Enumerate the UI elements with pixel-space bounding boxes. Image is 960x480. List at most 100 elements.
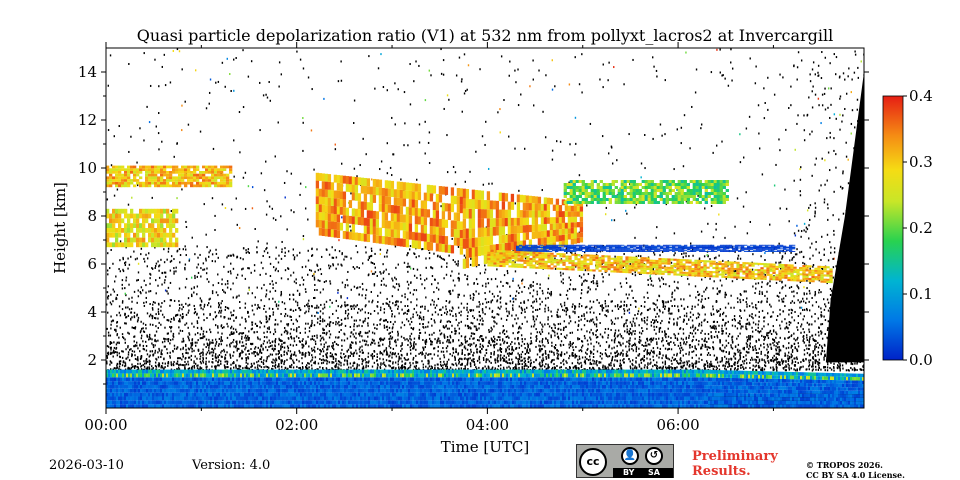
noise-pixel — [655, 315, 657, 318]
noise-pixel — [524, 316, 526, 319]
noise-pixel — [395, 266, 397, 269]
noise-pixel — [106, 345, 109, 348]
noise-pixel — [179, 357, 181, 360]
noise-pixel — [227, 307, 230, 310]
noise-pixel — [422, 347, 425, 350]
noise-pixel — [602, 276, 604, 279]
noise-pixel — [338, 336, 340, 339]
noise-pixel — [562, 358, 565, 361]
noise-pixel — [622, 353, 624, 356]
noise-pixel — [655, 69, 658, 72]
noise-pixel — [619, 364, 621, 367]
noise-pixel — [289, 350, 292, 353]
noise-pixel — [239, 301, 241, 304]
noise-pixel — [274, 338, 277, 341]
noise-pixel — [664, 133, 666, 136]
noise-pixel — [148, 359, 151, 362]
noise-pixel — [298, 293, 301, 296]
noise-pixel — [316, 321, 319, 324]
noise-pixel — [517, 336, 519, 339]
noise-pixel — [566, 289, 569, 292]
noise-pixel — [217, 355, 219, 358]
noise-pixel — [340, 295, 342, 298]
noise-pixel — [442, 326, 445, 329]
noise-pixel — [652, 318, 654, 321]
noise-pixel — [412, 267, 415, 270]
noise-pixel — [536, 331, 539, 334]
noise-pixel — [128, 308, 131, 311]
noise-pixel — [163, 316, 165, 319]
noise-pixel — [344, 310, 347, 313]
noise-pixel — [202, 358, 204, 361]
noise-pixel — [373, 339, 375, 342]
noise-pixel — [469, 170, 471, 173]
noise-pixel — [485, 361, 487, 364]
noise-pixel — [136, 344, 138, 347]
noise-pixel — [271, 344, 273, 347]
noise-pixel — [215, 291, 218, 294]
noise-pixel — [206, 278, 208, 281]
noise-pixel — [233, 332, 235, 335]
noise-pixel — [367, 365, 369, 368]
noise-pixel — [190, 358, 192, 361]
noise-pixel — [277, 356, 280, 359]
noise-pixel — [535, 345, 537, 348]
noise-pixel — [142, 344, 145, 347]
noise-pixel — [626, 354, 629, 357]
noise-pixel — [295, 329, 298, 332]
noise-pixel — [656, 226, 658, 229]
noise-pixel — [424, 99, 427, 102]
noise-pixel — [574, 310, 576, 313]
noise-pixel — [266, 356, 268, 359]
noise-pixel — [422, 346, 424, 349]
noise-pixel — [169, 260, 172, 263]
noise-pixel — [199, 297, 202, 300]
noise-pixel — [383, 363, 386, 366]
noise-pixel — [449, 321, 452, 324]
noise-pixel — [274, 300, 276, 303]
noise-pixel — [235, 346, 237, 349]
noise-pixel — [232, 332, 234, 335]
noise-pixel — [400, 335, 403, 338]
noise-pixel — [611, 300, 613, 303]
noise-pixel — [173, 360, 175, 363]
noise-pixel — [475, 278, 478, 281]
noise-pixel — [155, 292, 157, 295]
noise-pixel — [263, 304, 266, 307]
noise-pixel — [400, 353, 403, 356]
noise-pixel — [325, 300, 328, 303]
noise-pixel — [538, 344, 540, 347]
noise-pixel — [334, 353, 336, 356]
noise-pixel — [560, 333, 562, 336]
noise-pixel — [220, 309, 223, 312]
noise-pixel — [608, 363, 611, 366]
noise-pixel — [350, 351, 352, 354]
noise-pixel — [229, 356, 232, 359]
noise-pixel — [353, 352, 355, 355]
noise-pixel — [122, 337, 125, 340]
noise-pixel — [541, 341, 544, 344]
noise-pixel — [634, 342, 636, 345]
noise-pixel — [259, 273, 261, 276]
noise-pixel — [578, 337, 581, 340]
noise-pixel — [502, 284, 504, 287]
noise-pixel — [643, 366, 646, 369]
noise-pixel — [107, 295, 110, 298]
noise-pixel — [473, 363, 476, 366]
noise-pixel — [572, 352, 574, 355]
noise-pixel — [293, 256, 296, 259]
noise-pixel — [172, 49, 175, 52]
noise-pixel — [278, 300, 280, 303]
noise-pixel — [673, 318, 675, 321]
noise-pixel — [112, 349, 115, 352]
noise-pixel — [632, 320, 634, 323]
noise-pixel — [269, 342, 271, 345]
noise-pixel — [584, 317, 586, 320]
noise-pixel — [623, 330, 626, 333]
noise-pixel — [392, 362, 394, 365]
noise-pixel — [508, 348, 510, 351]
noise-pixel — [158, 276, 161, 279]
noise-pixel — [245, 359, 248, 362]
noise-pixel — [442, 258, 444, 261]
noise-pixel — [671, 312, 673, 315]
